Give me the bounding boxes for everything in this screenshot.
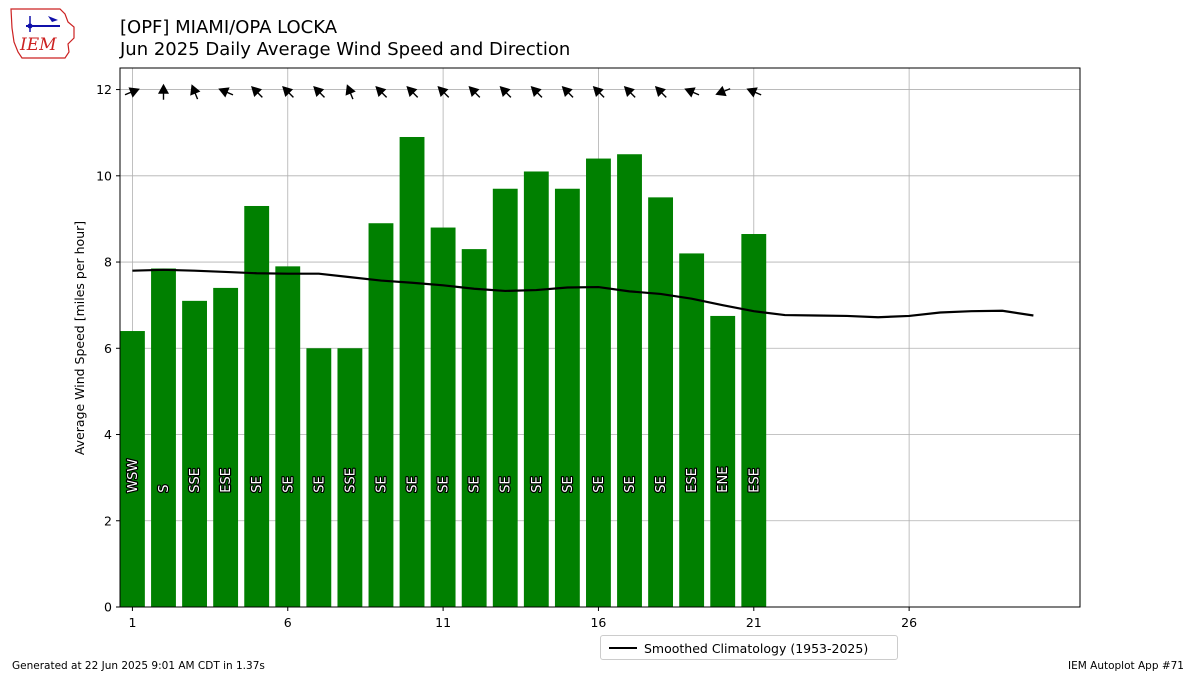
climatology-line — [132, 268, 1034, 319]
direction-label: ESE — [219, 468, 234, 493]
speed-bar — [182, 300, 207, 607]
speed-bar — [399, 136, 425, 607]
generated-note: Generated at 22 Jun 2025 9:01 AM CDT in … — [12, 660, 265, 672]
direction-label: WSW — [126, 459, 141, 493]
direction-label: SE — [499, 476, 514, 492]
speed-bar — [275, 266, 301, 607]
direction-arrow — [654, 86, 667, 98]
speed-bar — [492, 188, 518, 607]
legend: Smoothed Climatology (1953-2025) — [600, 635, 898, 660]
y-tick-label: 8 — [104, 255, 112, 270]
direction-arrows — [124, 83, 762, 100]
y-tick-label: 10 — [96, 168, 112, 183]
speed-bar — [244, 205, 270, 607]
direction-label: SE — [374, 476, 389, 492]
y-tick-label: 0 — [104, 600, 112, 615]
speed-bar — [461, 249, 487, 607]
direction-arrow — [561, 86, 574, 98]
direction-arrow — [715, 85, 731, 97]
direction-arrow — [592, 86, 605, 98]
direction-arrow — [530, 86, 543, 98]
direction-arrow — [684, 87, 700, 98]
x-tick-label: 26 — [901, 615, 917, 630]
speed-bar — [648, 197, 674, 608]
speed-bar — [617, 154, 642, 608]
climatology-line-group — [132, 268, 1034, 319]
speed-bar — [679, 253, 705, 607]
speed-bar — [523, 171, 549, 607]
chart-titles: [OPF] MIAMI/OPA LOCKA Jun 2025 Daily Ave… — [120, 17, 570, 61]
direction-label: SE — [250, 476, 265, 492]
speed-bar — [151, 268, 176, 607]
direction-arrow — [282, 86, 294, 98]
speed-bars — [120, 136, 767, 608]
x-tick-label: 1 — [128, 615, 136, 630]
direction-label: SE — [437, 476, 452, 492]
direction-arrow — [313, 86, 325, 98]
y-tick-label: 6 — [104, 341, 112, 356]
x-tick-label: 21 — [746, 615, 762, 630]
direction-arrow — [499, 86, 512, 98]
direction-label: SE — [623, 476, 638, 492]
x-tick-label: 16 — [590, 615, 606, 630]
direction-label: ENE — [716, 467, 731, 493]
direction-arrow — [124, 87, 140, 98]
direction-label: ESE — [685, 468, 700, 493]
direction-arrow — [157, 83, 169, 100]
direction-label: SE — [654, 476, 669, 492]
speed-bar — [430, 227, 456, 607]
direction-labels: WSW S SSE ESE SE SE SE SSE SE SE SE SE SE SE SE SE SE SE E… — [125, 457, 764, 494]
y-axis-label: Average Wind Speed [miles per hour] — [72, 221, 87, 455]
iowa-outline — [10, 8, 75, 59]
logo-text: IEM — [19, 35, 57, 55]
direction-label: SSE — [343, 468, 358, 493]
direction-arrow — [251, 86, 263, 98]
y-axis-ticks: 0 2 4 6 8 10 12 — [96, 82, 120, 615]
direction-arrow — [345, 84, 356, 100]
direction-label: SE — [406, 476, 421, 492]
direction-label: S — [157, 484, 172, 492]
app-note: IEM Autoplot App #71 — [1068, 660, 1184, 672]
x-tick-label: 11 — [435, 615, 451, 630]
direction-arrow — [468, 86, 481, 98]
legend-line-swatch — [609, 647, 637, 649]
x-tick-label: 6 — [284, 615, 292, 630]
direction-label: SE — [281, 476, 296, 492]
iem-logo: IEM — [10, 8, 75, 59]
speed-bar — [554, 188, 580, 607]
chart-subtitle: Jun 2025 Daily Average Wind Speed and Di… — [120, 39, 571, 60]
direction-label: ESE — [747, 468, 762, 493]
legend-label: Smoothed Climatology (1953-2025) — [644, 641, 869, 656]
y-tick-label: 2 — [104, 513, 112, 528]
direction-arrow — [406, 86, 419, 98]
direction-label: SE — [468, 476, 483, 492]
direction-label: SE — [592, 476, 607, 492]
direction-arrow — [190, 84, 201, 100]
plot-frame — [119, 67, 1081, 608]
direction-label: SE — [312, 476, 327, 492]
speed-bar — [337, 348, 363, 607]
direction-label: SE — [561, 476, 576, 492]
direction-arrow — [437, 86, 450, 98]
x-axis-ticks: 1 6 11 16 21 26 — [128, 607, 917, 630]
direction-label: SSE — [188, 468, 203, 493]
direction-arrow — [218, 87, 234, 98]
speed-bar — [710, 315, 736, 607]
y-tick-label: 4 — [104, 427, 112, 442]
speed-bar — [368, 223, 394, 607]
speed-bar — [213, 287, 239, 607]
direction-arrow — [375, 86, 388, 98]
speed-bar — [586, 158, 611, 607]
speed-bar — [306, 348, 332, 607]
direction-label: SE — [530, 476, 545, 492]
chart-title: [OPF] MIAMI/OPA LOCKA — [120, 17, 338, 38]
speed-bar — [120, 331, 145, 607]
direction-arrow — [623, 86, 636, 98]
y-tick-label: 12 — [96, 82, 112, 97]
speed-bar — [741, 234, 767, 607]
direction-arrow — [746, 87, 762, 98]
